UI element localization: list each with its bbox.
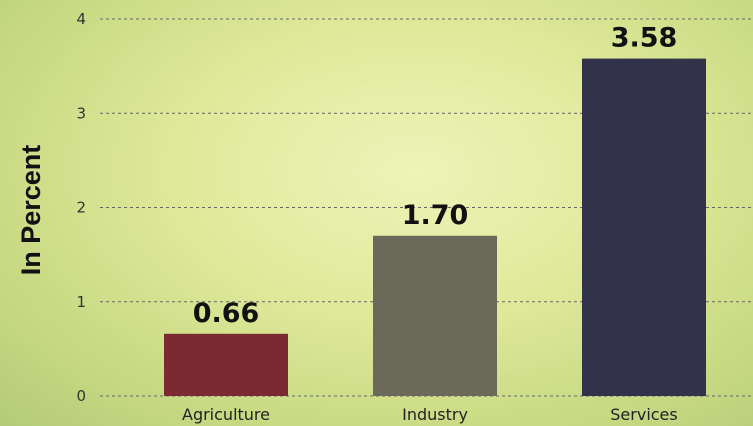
y-tick-label: 2 — [76, 199, 86, 217]
y-axis-label: In Percent — [16, 145, 46, 276]
category-labels: Agriculture Industry Services — [182, 405, 678, 424]
data-label-agriculture: 0.66 — [193, 298, 260, 329]
data-label-industry: 1.70 — [402, 200, 469, 231]
y-tick-label: 3 — [76, 104, 86, 122]
bars — [164, 58, 706, 397]
y-axis-ticks: 0 1 2 3 4 — [76, 10, 86, 405]
data-labels: 0.66 1.70 3.58 — [193, 23, 678, 329]
y-tick-label: 0 — [76, 387, 86, 405]
bar-industry — [373, 235, 497, 396]
bar-services — [582, 58, 706, 397]
data-label-services: 3.58 — [611, 23, 678, 54]
category-label-agriculture: Agriculture — [182, 405, 270, 424]
category-label-industry: Industry — [402, 405, 468, 424]
bar-agriculture — [164, 333, 288, 396]
category-label-services: Services — [610, 405, 677, 424]
y-tick-label: 1 — [76, 293, 86, 311]
y-tick-label: 4 — [76, 10, 86, 28]
